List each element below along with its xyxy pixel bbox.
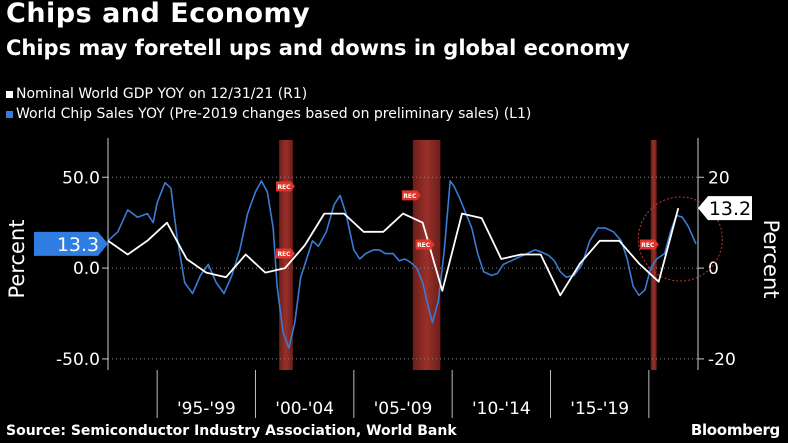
recession-marker: [276, 181, 295, 192]
series-line-gdp: [107, 207, 680, 297]
x-tick-label: '05-'09: [374, 399, 433, 419]
chip-last-value: 13.3: [57, 234, 99, 256]
recession-marker: [276, 248, 295, 259]
right-axis-title: Percent: [759, 219, 783, 298]
recession-marker-label: REC: [403, 193, 417, 200]
right-tick-label: -20: [708, 350, 736, 370]
left-tick-label: -50.0: [56, 350, 100, 370]
chart-subtitle: Chips may foretell ups and downs in glob…: [6, 36, 630, 60]
legend-label-chips: World Chip Sales YOY (Pre-2019 changes b…: [16, 106, 532, 122]
recession-marker: [401, 190, 421, 201]
legend-item-chips: World Chip Sales YOY (Pre-2019 changes b…: [6, 106, 531, 122]
chart-title: Chips and Economy: [6, 0, 311, 29]
right-tick-label: 20: [708, 168, 730, 188]
recession-marker: [639, 239, 659, 250]
right-tick-label: 0: [708, 259, 719, 279]
left-tick-label: 0.0: [73, 259, 100, 279]
x-tick-label: '00-'04: [275, 399, 334, 419]
recession-band: [650, 140, 657, 370]
recession-marker-label: REC: [277, 251, 291, 258]
gdp-last-value: 13.2: [709, 198, 751, 220]
bloomberg-logo: Bloomberg: [690, 421, 780, 439]
left-axis-title: Percent: [5, 219, 29, 298]
x-tick-label: '10-'14: [472, 399, 531, 419]
legend-swatch-gdp: [6, 90, 13, 98]
recession-marker-label: REC: [641, 242, 655, 249]
x-tick-label: '95-'99: [177, 399, 236, 419]
left-tick-label: 50.0: [62, 168, 100, 188]
series-line-chip-sales: [107, 180, 697, 349]
recession-marker-label: REC: [277, 184, 291, 191]
recession-marker-label: REC: [417, 242, 431, 249]
recession-band: [412, 140, 441, 370]
recession-marker: [415, 239, 435, 250]
chip-last-value-callout: [34, 231, 108, 256]
legend-label-gdp: Nominal World GDP YOY on 12/31/21 (R1): [16, 86, 308, 102]
x-tick-label: '15-'19: [570, 399, 629, 419]
legend-swatch-chips: [6, 110, 13, 118]
highlight-circle: [637, 196, 723, 282]
source-note: Source: Semiconductor Industry Associati…: [6, 423, 457, 439]
legend-item-gdp: Nominal World GDP YOY on 12/31/21 (R1): [6, 86, 307, 102]
gdp-last-value-callout: [698, 196, 752, 221]
